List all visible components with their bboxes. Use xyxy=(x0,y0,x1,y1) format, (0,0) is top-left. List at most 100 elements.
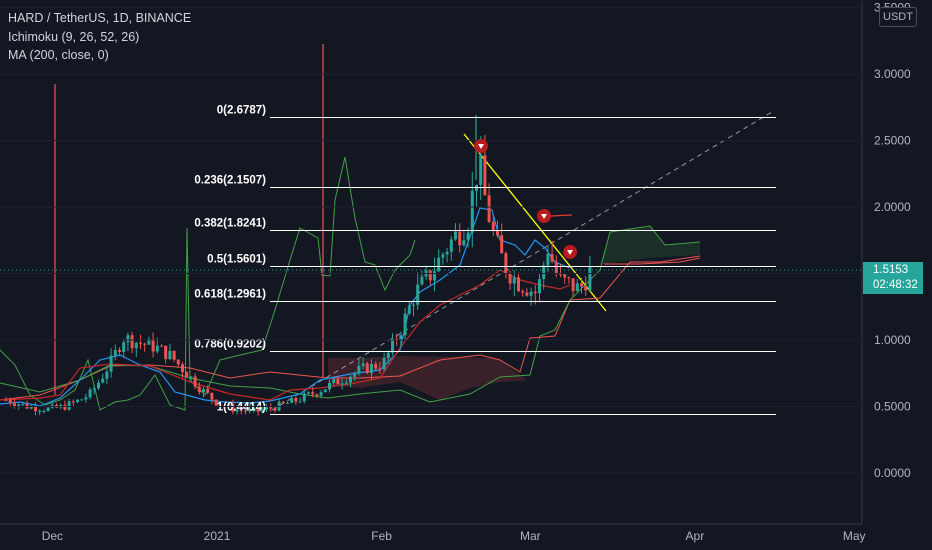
candle-body xyxy=(344,382,348,384)
candle-body xyxy=(4,399,8,401)
candle-body xyxy=(403,313,407,336)
candle-body xyxy=(512,277,516,284)
fib-level-label: 0.5(1.5601) xyxy=(207,254,266,266)
candle-body xyxy=(525,292,529,296)
candle-body xyxy=(416,284,420,305)
candle-body xyxy=(437,257,441,272)
candle-body xyxy=(340,383,344,385)
candle-body xyxy=(575,283,579,292)
candle-body xyxy=(252,407,256,409)
fib-level-label: 1(0.4414) xyxy=(217,402,266,414)
price-tick-label: 2.5000 xyxy=(874,134,911,148)
candle-body xyxy=(407,305,411,314)
candle-body xyxy=(118,350,121,352)
candle-body xyxy=(546,254,550,266)
candle-body xyxy=(126,335,130,343)
time-tick-label: Dec xyxy=(42,529,63,543)
candle-body xyxy=(374,363,378,369)
candle-body xyxy=(13,403,16,407)
candle-body xyxy=(193,376,197,387)
candle-body xyxy=(470,190,474,233)
candle-body xyxy=(88,389,92,398)
candle-body xyxy=(420,276,424,285)
candle-body xyxy=(504,253,508,274)
candle-body xyxy=(256,407,260,412)
candle-body xyxy=(319,392,323,396)
symbol-title[interactable]: HARD / TetherUS, 1D, BINANCE xyxy=(8,11,192,25)
price-tick-label: 2.0000 xyxy=(874,200,911,214)
candle-body xyxy=(332,379,336,383)
candle-body xyxy=(428,270,432,281)
candle-body xyxy=(571,278,575,292)
candle-body xyxy=(147,339,151,345)
candle-body xyxy=(109,355,113,372)
candle-body xyxy=(185,372,189,378)
candle-body xyxy=(353,372,357,377)
candle-body xyxy=(269,407,273,409)
candle-body xyxy=(580,283,583,287)
sell-marker-1 xyxy=(474,139,488,153)
time-tick-label: 2021 xyxy=(204,529,231,543)
last-price-value: 1.5153 xyxy=(873,264,909,276)
candle-body xyxy=(160,345,163,347)
candle-body xyxy=(227,404,231,407)
currency-button[interactable]: USDT xyxy=(879,7,917,27)
ichimoku-legend[interactable]: Ichimoku (9, 26, 52, 26) xyxy=(8,29,140,44)
candle-body xyxy=(122,342,126,352)
sell-marker-3 xyxy=(563,245,577,259)
candle-body xyxy=(500,235,504,254)
chart-legend: HARD / TetherUS, 1D, BINANCE Ichimoku (9… xyxy=(8,9,191,65)
candle-body xyxy=(454,231,457,240)
candle-body xyxy=(130,335,134,349)
candle-body xyxy=(449,239,453,252)
candle-body xyxy=(176,359,180,365)
candle-body xyxy=(542,265,546,280)
fib-level-label: 0.786(0.9202) xyxy=(194,339,266,351)
candle-body xyxy=(382,358,386,370)
candle-body xyxy=(168,350,172,360)
fib-level-label: 0.236(2.1507) xyxy=(194,175,266,187)
candle-body xyxy=(521,291,525,293)
bar-countdown: 02:48:32 xyxy=(873,279,918,291)
candle-body xyxy=(441,254,445,258)
price-axis[interactable]: 0.00000.50001.00001.50002.00002.50003.00… xyxy=(0,1,911,481)
ichimoku-cloud-green-right xyxy=(600,226,700,264)
candle-body xyxy=(302,393,306,402)
candle-body xyxy=(248,408,252,412)
candle-body xyxy=(214,399,218,406)
candle-body xyxy=(151,339,155,352)
fib-level-label: 0.618(1.2961) xyxy=(194,289,266,301)
candle-body xyxy=(307,392,310,394)
candle-body xyxy=(181,364,184,373)
candle-body xyxy=(479,155,483,185)
price-tick-label: 0.0000 xyxy=(874,466,911,480)
candle-body xyxy=(92,388,96,390)
candle-body xyxy=(370,363,373,374)
candle-body xyxy=(328,382,331,390)
candle-body xyxy=(265,407,268,410)
ma-legend[interactable]: MA (200, close, 0) xyxy=(8,48,109,62)
time-tick-label: May xyxy=(843,529,866,543)
candle-body xyxy=(172,350,176,360)
candle-body xyxy=(206,388,210,393)
candle-body xyxy=(538,279,541,294)
candle-body xyxy=(63,404,67,410)
candle-body xyxy=(235,409,239,412)
sell-marker-2 xyxy=(537,209,551,223)
candle-body xyxy=(550,254,554,262)
time-tick-label: Mar xyxy=(520,529,541,543)
candle-body xyxy=(155,345,159,352)
dashed-trend-line xyxy=(271,111,773,411)
candle-body xyxy=(281,401,285,404)
candle-body xyxy=(567,277,571,279)
candle-body xyxy=(487,195,491,222)
time-axis[interactable]: Dec 2021 Feb Mar Apr May xyxy=(42,529,866,543)
candle-body xyxy=(260,409,264,412)
candle-body xyxy=(273,408,277,411)
candle-body xyxy=(202,388,205,393)
candle-body xyxy=(244,410,247,412)
candle-body xyxy=(113,350,117,356)
candle-body xyxy=(67,401,71,410)
candle-body xyxy=(42,410,46,412)
